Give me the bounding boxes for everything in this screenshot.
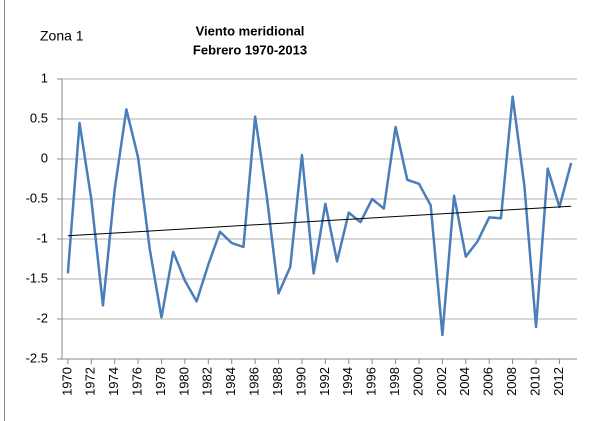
x-tick-label: 1996 [364, 367, 379, 396]
chart-title: Viento meridional [196, 23, 305, 38]
x-tick-label: 1992 [317, 367, 332, 396]
chart-subtitle: Febrero 1970-2013 [193, 42, 307, 57]
x-tick-label: 1984 [223, 367, 238, 396]
y-tick-label: 0 [41, 150, 48, 165]
x-tick-label: 1980 [176, 367, 191, 396]
x-tick-label: 1986 [247, 367, 262, 396]
annotation: Zona 1 [40, 28, 84, 44]
y-tick-label: -1 [36, 230, 48, 245]
x-tick-label: 1994 [340, 367, 355, 396]
data-line [66, 95, 573, 337]
x-tick-label: 1998 [387, 367, 402, 396]
y-tick-label: -2 [36, 310, 48, 325]
x-tick-label: 2012 [551, 367, 566, 396]
x-tick-label: 2002 [434, 367, 449, 396]
x-tick-label: 1978 [153, 367, 168, 396]
x-tick-label: 1974 [106, 367, 121, 396]
y-tick-label: -2.5 [26, 350, 48, 365]
x-tick-label: 1970 [59, 367, 74, 396]
x-tick-label: 2010 [527, 367, 542, 396]
y-tick-label: -0.5 [26, 190, 48, 205]
x-tick-label: 2008 [504, 367, 519, 396]
x-tick-label: 2004 [457, 367, 472, 396]
x-tick-label: 2006 [481, 367, 496, 396]
x-tick-label: 1972 [83, 367, 98, 396]
y-tick-label: 1 [41, 70, 48, 85]
y-tick-label: -1.5 [26, 270, 48, 285]
y-tick-label: 0.5 [30, 110, 48, 125]
x-tick-label: 2000 [410, 367, 425, 396]
trend-line [67, 205, 572, 237]
x-tick-label: 1990 [293, 367, 308, 396]
x-tick-label: 1988 [270, 367, 285, 396]
x-tick-label: 1976 [130, 367, 145, 396]
x-tick-label: 1982 [200, 367, 215, 396]
